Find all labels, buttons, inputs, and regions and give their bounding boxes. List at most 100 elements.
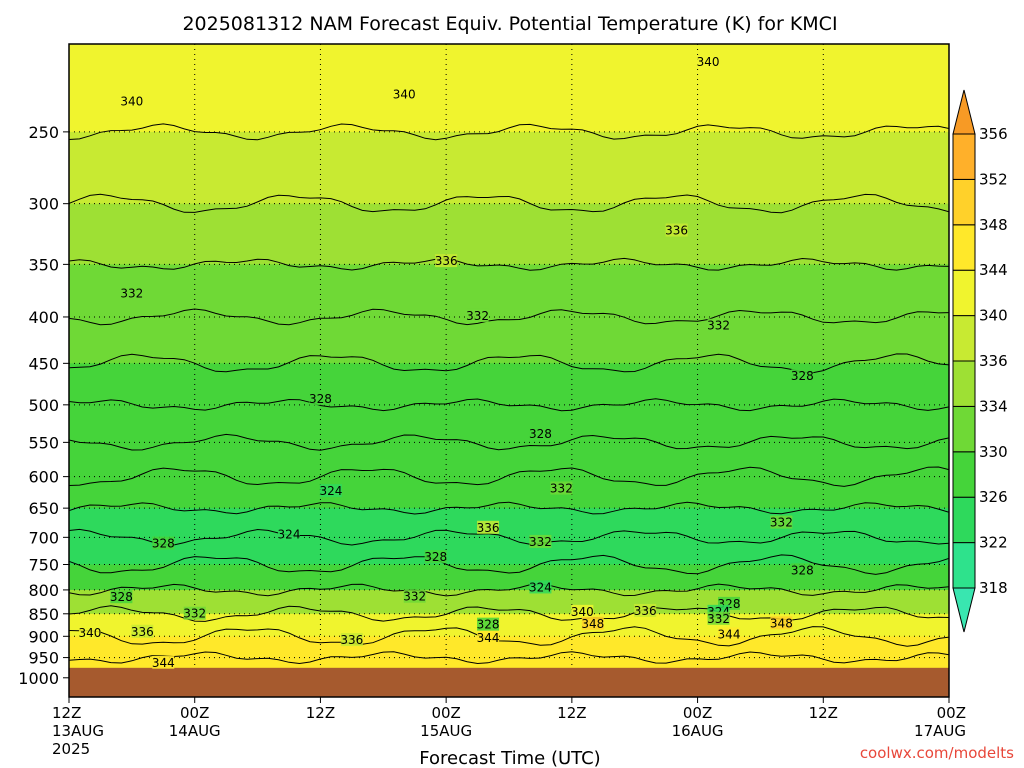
colorbar-label: 352 [979,170,1008,188]
contour-label-bg [550,481,573,495]
theta-band [69,564,949,591]
colorbar-swatch [952,269,976,317]
theta-band [69,589,949,615]
contour-label-bg [340,633,363,647]
contour-label-bg [183,606,206,620]
contour-label-bg [319,484,342,498]
colorbar-swatch [952,451,976,498]
colorbar-swatch [952,496,976,544]
colorbar-label: 334 [979,397,1008,415]
contour-label-bg [791,369,814,383]
plot-area: 340 340 340 336 336 332 332 332 328 328 328 332 324 3… [69,44,949,697]
contour-label-bg [770,616,793,630]
contour-line [69,501,949,515]
theta-band [69,442,949,478]
contour-label: 332 [707,612,730,626]
contour-label: 328 [529,427,552,441]
x-tick-label: 12Z [52,704,81,722]
theta-band [69,264,949,318]
colorbar-swatch [952,405,976,453]
y-axis-ticks: 250 300 350 400 450 500 550 600 650 700 750 800 850 9… [18,123,69,688]
y-tick-label: 850 [28,605,59,624]
theta-band [69,44,949,133]
contour-label-bg [718,627,740,641]
colorbar-label: 356 [979,125,1008,143]
contour-label: 336 [665,224,688,238]
contour-label: 348 [770,616,793,630]
contour-line [69,433,949,451]
contour-label-bg [120,94,143,108]
x-tick-label: 12Z [809,704,838,722]
contour-label-bg [529,580,552,594]
contour-label-bg [697,55,720,69]
y-tick-label: 600 [28,468,59,487]
contour-label-bg [403,589,426,603]
contour-label: 332 [403,590,426,604]
colorbar-label: 336 [979,352,1008,370]
colorbar-label: 322 [979,534,1008,552]
contour-label: 336 [435,254,458,268]
colorbar-label: 348 [979,216,1008,234]
x-tick-label: 12Z [557,704,586,722]
y-tick-label: 450 [28,354,59,373]
colorbar-swatch [952,360,976,407]
contour-label: 348 [581,617,604,631]
colorbar-swatch [952,224,976,271]
credit-link[interactable]: coolwx.com/modelts [860,744,1014,762]
contour-label: 328 [791,369,814,383]
contour-label: 328 [152,537,175,551]
colorbar-swatch [952,133,976,180]
contour-label-bg [131,624,154,638]
colorbar[interactable]: 318 322 326 330 334 336 340 344 348 352 356 [952,89,1008,633]
contour-label: 328 [791,563,814,577]
contour-line [69,257,949,271]
contour-labels: 340 340 340 336 336 332 332 332 328 328 328 332 324 3… [78,55,814,670]
contour-label: 332 [770,516,793,530]
contour-label: 340 [78,626,101,640]
contour-label-bg [791,563,814,577]
ground-below-surface [69,667,949,697]
contour-line [69,308,949,326]
contour-label: 336 [340,633,363,647]
contour-label-bg [120,286,143,300]
colorbar-label: 344 [979,261,1008,279]
chart-title: 2025081312 NAM Forecast Equiv. Potential… [182,13,837,35]
colorbar-label: 340 [979,307,1008,325]
contour-line [69,626,949,647]
contour-label: 340 [120,94,143,108]
x-tick-date: 16AUG [672,722,724,740]
x-tick-label: 12Z [306,704,335,722]
contour-label-bg [707,611,730,625]
colorbar-label: 318 [979,579,1008,597]
contour-line [69,398,949,412]
contour-label-bg [278,527,300,541]
contour-line [69,466,949,487]
contour-label-bg [152,655,175,669]
theta-band [69,203,949,266]
x-tick-label: 00Z [431,704,460,722]
contour-label-bg [634,603,657,617]
contour-label-bg [393,87,416,101]
contour-label: 324 [319,484,342,498]
x-tick-year: 2025 [52,740,90,758]
contour-label-bg [529,427,552,441]
x-tick-date: 13AUG [52,722,104,740]
x-tick-label: 00Z [683,704,712,722]
contour-label: 332 [466,309,489,323]
y-tick-label: 1000 [18,669,59,688]
contour-label-bg [477,630,500,644]
y-tick-label: 250 [28,123,59,142]
contour-label: 340 [697,55,720,69]
y-tick-label: 900 [28,627,59,646]
contour-label-bg [571,604,594,618]
y-tick-label: 700 [28,528,59,547]
y-tick-label: 950 [28,649,59,668]
y-tick-label: 350 [28,255,59,274]
colorbar-swatch [952,315,976,362]
x-axis-label: Forecast Time (UTC) [419,748,600,768]
contour-label-bg [707,318,730,332]
x-tick-label: 00Z [180,704,209,722]
contour-line [69,605,949,622]
contour-line [69,123,949,141]
